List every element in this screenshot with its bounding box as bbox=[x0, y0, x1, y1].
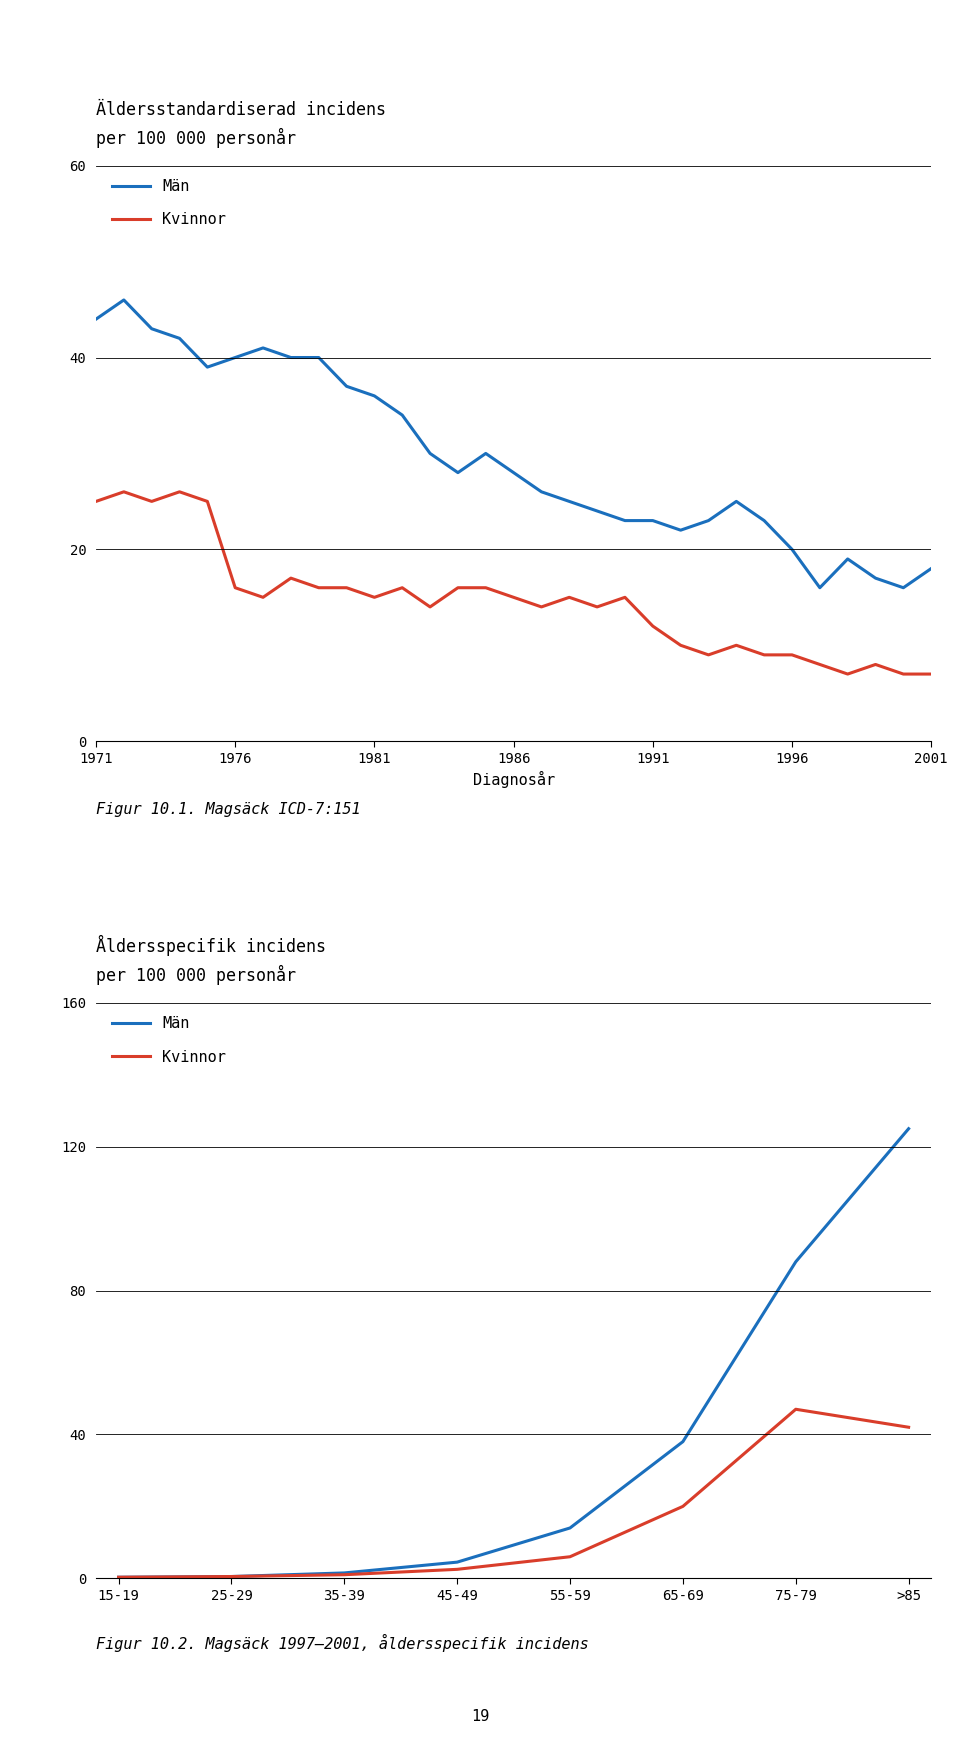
Män bbox=[452, 462, 464, 483]
Kvinnor bbox=[508, 586, 519, 609]
Män bbox=[424, 443, 436, 464]
Kvinnor bbox=[677, 1496, 688, 1517]
Kvinnor bbox=[564, 586, 575, 609]
Kvinnor bbox=[591, 596, 603, 617]
Män bbox=[229, 347, 241, 368]
Män bbox=[113, 1566, 125, 1587]
Män bbox=[536, 481, 547, 502]
Kvinnor bbox=[90, 492, 102, 513]
Legend: Män, Kvinnor: Män, Kvinnor bbox=[112, 180, 227, 227]
Kvinnor bbox=[898, 663, 909, 684]
Text: Figur 10.2. Magsäck 1997–2001, åldersspecifik incidens: Figur 10.2. Magsäck 1997–2001, åldersspe… bbox=[96, 1634, 588, 1652]
Kvinnor bbox=[902, 1416, 914, 1437]
Kvinnor bbox=[536, 596, 547, 617]
Män bbox=[480, 443, 492, 464]
Män bbox=[902, 1118, 914, 1139]
Kvinnor bbox=[647, 616, 659, 637]
Män bbox=[647, 509, 659, 530]
Män bbox=[90, 309, 102, 330]
Män bbox=[451, 1552, 463, 1573]
Män bbox=[790, 1252, 802, 1273]
Kvinnor bbox=[480, 577, 492, 598]
Kvinnor bbox=[257, 586, 269, 609]
Män bbox=[313, 347, 324, 368]
Text: per 100 000 personår: per 100 000 personår bbox=[96, 964, 296, 985]
Kvinnor bbox=[731, 635, 742, 656]
Kvinnor bbox=[790, 1399, 802, 1420]
Män bbox=[174, 328, 185, 349]
Kvinnor bbox=[118, 481, 130, 502]
Män bbox=[870, 569, 881, 589]
Kvinnor bbox=[313, 577, 324, 598]
Män bbox=[285, 347, 297, 368]
Män bbox=[758, 509, 770, 530]
Kvinnor bbox=[113, 1566, 125, 1587]
Kvinnor bbox=[229, 577, 241, 598]
Kvinnor bbox=[842, 663, 853, 684]
Kvinnor bbox=[396, 577, 408, 598]
Kvinnor bbox=[451, 1559, 463, 1580]
Män bbox=[925, 558, 937, 579]
Text: Äldersstandardiserad incidens: Äldersstandardiserad incidens bbox=[96, 101, 386, 119]
Män bbox=[564, 492, 575, 513]
Kvinnor bbox=[341, 577, 352, 598]
Män bbox=[339, 1563, 350, 1584]
Män bbox=[677, 1432, 688, 1453]
Män bbox=[396, 405, 408, 426]
Män bbox=[257, 338, 269, 359]
Kvinnor bbox=[564, 1547, 576, 1568]
Kvinnor bbox=[174, 481, 185, 502]
Män bbox=[146, 319, 157, 340]
X-axis label: Diagnosår: Diagnosår bbox=[472, 771, 555, 788]
Kvinnor bbox=[758, 644, 770, 664]
Kvinnor bbox=[675, 635, 686, 656]
Män bbox=[118, 290, 130, 310]
Män bbox=[369, 385, 380, 406]
Män bbox=[508, 462, 519, 483]
Kvinnor bbox=[925, 663, 937, 684]
Män bbox=[591, 501, 603, 521]
Män bbox=[842, 548, 853, 569]
Kvinnor bbox=[452, 577, 464, 598]
Kvinnor bbox=[202, 492, 213, 513]
Line: Män: Män bbox=[119, 1128, 908, 1577]
Män bbox=[786, 539, 798, 560]
Kvinnor bbox=[424, 596, 436, 617]
Män bbox=[814, 577, 826, 598]
Kvinnor bbox=[786, 644, 798, 664]
Män bbox=[675, 520, 686, 541]
Kvinnor bbox=[226, 1566, 237, 1587]
Män bbox=[619, 509, 631, 530]
Text: per 100 000 personår: per 100 000 personår bbox=[96, 127, 296, 148]
Män bbox=[703, 509, 714, 530]
Text: Figur 10.1. Magsäck ICD-7:151: Figur 10.1. Magsäck ICD-7:151 bbox=[96, 802, 361, 818]
Kvinnor bbox=[814, 654, 826, 675]
Kvinnor bbox=[285, 569, 297, 589]
Män bbox=[226, 1566, 237, 1587]
Män bbox=[341, 377, 352, 398]
Män bbox=[731, 492, 742, 513]
Text: Åldersspecifik incidens: Åldersspecifik incidens bbox=[96, 935, 326, 956]
Kvinnor bbox=[870, 654, 881, 675]
Line: Kvinnor: Kvinnor bbox=[96, 492, 931, 673]
Text: 19: 19 bbox=[470, 1709, 490, 1725]
Line: Män: Män bbox=[96, 300, 931, 588]
Line: Kvinnor: Kvinnor bbox=[119, 1409, 908, 1577]
Legend: Män, Kvinnor: Män, Kvinnor bbox=[112, 1017, 227, 1064]
Kvinnor bbox=[703, 644, 714, 664]
Kvinnor bbox=[339, 1564, 350, 1585]
Kvinnor bbox=[146, 492, 157, 513]
Män bbox=[898, 577, 909, 598]
Män bbox=[202, 358, 213, 378]
Män bbox=[564, 1517, 576, 1538]
Kvinnor bbox=[369, 586, 380, 609]
Kvinnor bbox=[619, 586, 631, 609]
